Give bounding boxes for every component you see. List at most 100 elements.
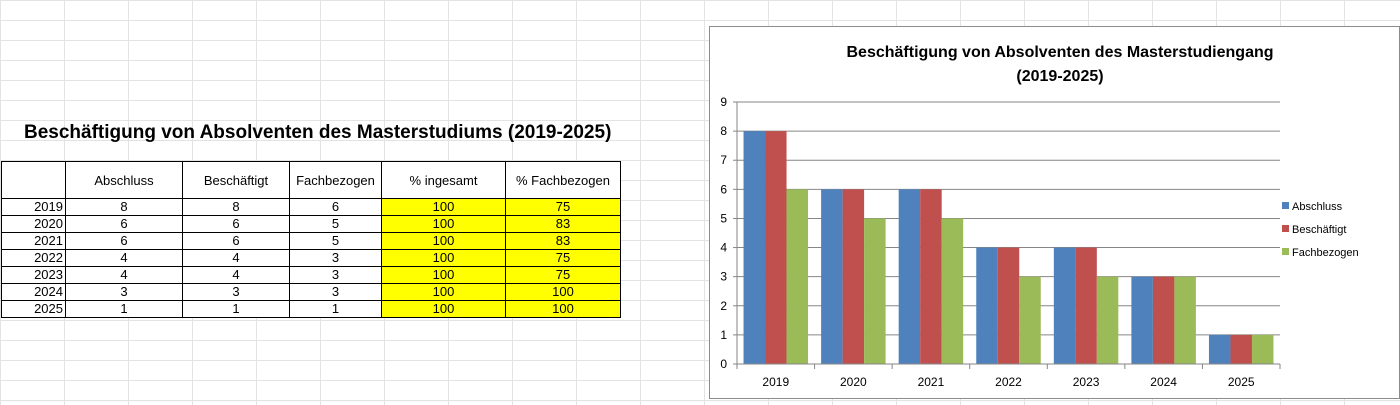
year-cell[interactable]: 2024 xyxy=(1,283,66,301)
pct-fachbezogen-cell[interactable]: 100 xyxy=(505,283,621,301)
y-tick-label: 8 xyxy=(720,124,727,138)
table-row: 2022 4 4 3 100 75 xyxy=(1,249,621,267)
legend-label: Fachbezogen xyxy=(1292,247,1359,259)
bar-beschftigt-2024[interactable] xyxy=(1152,276,1175,364)
y-tick-label: 1 xyxy=(720,328,727,342)
pct-fachbezogen-cell[interactable]: 83 xyxy=(505,215,621,233)
y-tick-label: 9 xyxy=(720,95,727,109)
header-cell-corner[interactable] xyxy=(1,161,66,199)
bar-fachbezogen-2023[interactable] xyxy=(1096,276,1119,364)
bar-fachbezogen-2019[interactable] xyxy=(786,189,809,364)
fachbezogen-cell[interactable]: 6 xyxy=(289,198,382,216)
x-tick-label: 2023 xyxy=(1073,375,1100,389)
fachbezogen-cell[interactable]: 3 xyxy=(289,266,382,284)
beschaeftigt-cell[interactable]: 3 xyxy=(182,283,290,301)
fachbezogen-cell[interactable]: 5 xyxy=(289,232,382,250)
abschluss-cell[interactable]: 8 xyxy=(65,198,183,216)
x-tick-label: 2025 xyxy=(1228,375,1255,389)
pct-fachbezogen-cell[interactable]: 100 xyxy=(505,300,621,318)
pct-ingesamt-cell[interactable]: 100 xyxy=(381,198,506,216)
beschaeftigt-cell[interactable]: 6 xyxy=(182,215,290,233)
bar-abschluss-2025[interactable] xyxy=(1208,334,1231,364)
pct-ingesamt-cell[interactable]: 100 xyxy=(381,215,506,233)
year-cell[interactable]: 2020 xyxy=(1,215,66,233)
table-row: 2024 3 3 3 100 100 xyxy=(1,283,621,301)
bar-fachbezogen-2021[interactable] xyxy=(941,218,964,364)
bar-beschftigt-2019[interactable] xyxy=(765,131,787,364)
abschluss-cell[interactable]: 1 xyxy=(65,300,183,318)
x-tick-label: 2024 xyxy=(1150,375,1177,389)
bar-beschftigt-2022[interactable] xyxy=(997,247,1020,364)
bar-abschluss-2022[interactable] xyxy=(976,247,998,364)
abschluss-cell[interactable]: 6 xyxy=(65,232,183,250)
chart-box[interactable]: Beschäftigung von Absolventen des Master… xyxy=(709,26,1400,399)
fachbezogen-cell[interactable]: 3 xyxy=(289,249,382,267)
y-tick-label: 3 xyxy=(720,270,727,284)
year-cell[interactable]: 2025 xyxy=(1,300,66,318)
bar-beschftigt-2020[interactable] xyxy=(842,189,865,364)
y-tick-label: 7 xyxy=(720,153,727,167)
table-row: 2025 1 1 1 100 100 xyxy=(1,300,621,318)
legend-swatch xyxy=(1282,248,1289,255)
pct-fachbezogen-cell[interactable]: 75 xyxy=(505,249,621,267)
bar-abschluss-2023[interactable] xyxy=(1053,247,1076,364)
bar-chart: Beschäftigung von Absolventen des Master… xyxy=(720,44,1359,389)
table-row: 2020 6 6 5 100 83 xyxy=(1,215,621,233)
pct-fachbezogen-cell[interactable]: 75 xyxy=(505,266,621,284)
x-tick-label: 2022 xyxy=(995,375,1022,389)
header-cell-beschaeftigt[interactable]: Beschäftigt xyxy=(182,161,290,199)
sheet-title: Beschäftigung von Absolventen des Master… xyxy=(24,122,612,143)
bar-fachbezogen-2020[interactable] xyxy=(864,218,886,364)
year-cell[interactable]: 2019 xyxy=(1,198,66,216)
header-cell-fachbezogen[interactable]: Fachbezogen xyxy=(289,161,382,199)
fachbezogen-cell[interactable]: 3 xyxy=(289,283,382,301)
year-cell[interactable]: 2022 xyxy=(1,249,66,267)
pct-ingesamt-cell[interactable]: 100 xyxy=(381,232,506,250)
y-tick-label: 5 xyxy=(720,211,727,225)
bar-abschluss-2021[interactable] xyxy=(898,189,921,364)
x-tick-label: 2021 xyxy=(918,375,945,389)
y-tick-label: 4 xyxy=(720,241,727,255)
pct-ingesamt-cell[interactable]: 100 xyxy=(381,283,506,301)
table-row: 2023 4 4 3 100 75 xyxy=(1,266,621,284)
x-tick-label: 2020 xyxy=(840,375,867,389)
fachbezogen-cell[interactable]: 1 xyxy=(289,300,382,318)
fachbezogen-cell[interactable]: 5 xyxy=(289,215,382,233)
beschaeftigt-cell[interactable]: 6 xyxy=(182,232,290,250)
abschluss-cell[interactable]: 4 xyxy=(65,266,183,284)
pct-ingesamt-cell[interactable]: 100 xyxy=(381,300,506,318)
header-cell-abschluss[interactable]: Abschluss xyxy=(65,161,183,199)
abschluss-cell[interactable]: 3 xyxy=(65,283,183,301)
table-row: 2019 8 8 6 100 75 xyxy=(1,198,621,216)
bar-fachbezogen-2025[interactable] xyxy=(1251,334,1274,364)
header-cell-pct-fachbezogen[interactable]: % Fachbezogen xyxy=(505,161,621,199)
bar-fachbezogen-2022[interactable] xyxy=(1019,276,1041,364)
abschluss-cell[interactable]: 4 xyxy=(65,249,183,267)
bar-fachbezogen-2024[interactable] xyxy=(1174,276,1196,364)
pct-ingesamt-cell[interactable]: 100 xyxy=(381,249,506,267)
bars xyxy=(743,131,1274,364)
legend-label: Beschäftigt xyxy=(1292,224,1346,236)
bar-beschftigt-2021[interactable] xyxy=(920,189,942,364)
pct-fachbezogen-cell[interactable]: 83 xyxy=(505,232,621,250)
chart-title-line-2: (2019-2025) xyxy=(1016,68,1103,85)
axes: 0 1 2 3 4 5 6 7 8 9 2019 2020 2021 2022 2023 2024 2025 xyxy=(720,95,1281,389)
legend-swatch xyxy=(1282,225,1289,232)
legend-label: Abschluss xyxy=(1292,201,1343,213)
bar-beschftigt-2025[interactable] xyxy=(1230,334,1252,364)
year-cell[interactable]: 2023 xyxy=(1,266,66,284)
beschaeftigt-cell[interactable]: 1 xyxy=(182,300,290,318)
abschluss-cell[interactable]: 6 xyxy=(65,215,183,233)
bar-abschluss-2024[interactable] xyxy=(1131,276,1153,364)
year-cell[interactable]: 2021 xyxy=(1,232,66,250)
bar-abschluss-2019[interactable] xyxy=(743,131,766,364)
header-cell-pct-ingesamt[interactable]: % ingesamt xyxy=(381,161,506,199)
bar-abschluss-2020[interactable] xyxy=(821,189,843,364)
beschaeftigt-cell[interactable]: 8 xyxy=(182,198,290,216)
pct-fachbezogen-cell[interactable]: 75 xyxy=(505,198,621,216)
pct-ingesamt-cell[interactable]: 100 xyxy=(381,266,506,284)
bar-beschftigt-2023[interactable] xyxy=(1075,247,1097,364)
beschaeftigt-cell[interactable]: 4 xyxy=(182,249,290,267)
beschaeftigt-cell[interactable]: 4 xyxy=(182,266,290,284)
legend-swatch xyxy=(1282,202,1289,209)
